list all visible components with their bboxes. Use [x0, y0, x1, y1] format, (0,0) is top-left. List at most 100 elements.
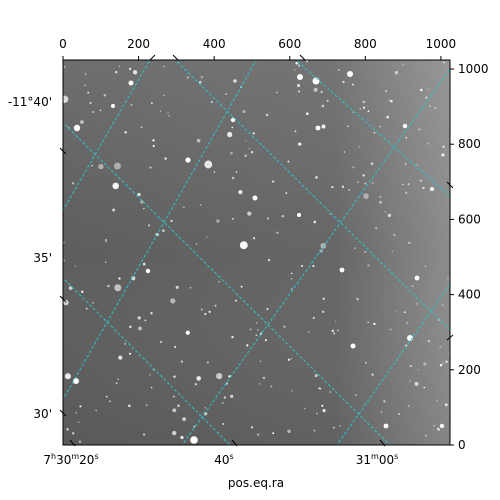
- star: [159, 340, 163, 344]
- star: [216, 372, 223, 380]
- wcs-tick-marks: [59, 54, 454, 447]
- star: [74, 265, 77, 267]
- star: [124, 342, 127, 345]
- bright-star-12: [402, 123, 408, 129]
- star: [300, 264, 304, 268]
- bright-star-0: [73, 124, 81, 132]
- grid-line-7: [294, 60, 450, 197]
- star: [214, 304, 217, 307]
- star: [182, 417, 187, 422]
- star: [337, 69, 340, 71]
- star: [398, 413, 400, 415]
- star: [305, 112, 309, 116]
- star: [319, 249, 323, 253]
- x-axis-label: pos.eq.ra: [228, 476, 284, 490]
- star: [149, 374, 151, 376]
- star: [276, 91, 278, 94]
- star: [418, 128, 421, 131]
- star: [218, 281, 220, 283]
- star: [193, 425, 196, 428]
- star: [95, 409, 97, 412]
- star: [373, 131, 376, 134]
- star: [130, 103, 133, 106]
- star: [356, 298, 359, 301]
- star: [312, 316, 315, 320]
- dec-tick-label-1: 35': [33, 251, 52, 265]
- star: [63, 259, 66, 262]
- star: [424, 265, 427, 268]
- star: [137, 316, 141, 320]
- star: [223, 396, 227, 399]
- star: [235, 171, 238, 173]
- bright-star-18: [339, 267, 345, 273]
- bright-star-20: [439, 423, 445, 429]
- top-tick-label-5: 1000: [426, 37, 457, 51]
- star: [268, 259, 271, 262]
- star: [276, 231, 279, 234]
- star: [63, 95, 69, 103]
- grid-line-6: [63, 277, 231, 445]
- star: [250, 426, 253, 429]
- star: [433, 424, 436, 427]
- top-tick-label-1: 200: [127, 37, 150, 51]
- star: [394, 71, 399, 75]
- star: [194, 383, 197, 386]
- star: [172, 408, 177, 413]
- star: [342, 80, 345, 84]
- star: [427, 142, 430, 145]
- star: [222, 402, 224, 404]
- star: [402, 183, 404, 186]
- star: [250, 150, 254, 154]
- star: [247, 211, 252, 216]
- star: [170, 298, 176, 304]
- star: [149, 166, 152, 169]
- star: [329, 391, 332, 393]
- star: [322, 409, 326, 413]
- star: [167, 111, 169, 114]
- star: [364, 361, 367, 364]
- star: [85, 307, 88, 310]
- star: [112, 182, 119, 190]
- star: [441, 153, 445, 157]
- star: [318, 387, 321, 390]
- star: [307, 331, 310, 333]
- star: [425, 96, 428, 99]
- star: [103, 94, 107, 97]
- star: [230, 394, 234, 398]
- star: [105, 395, 108, 398]
- star: [231, 176, 235, 180]
- star: [109, 400, 111, 402]
- star: [352, 166, 355, 169]
- wcs-tick-4: [231, 439, 238, 447]
- star: [441, 304, 444, 307]
- star: [351, 83, 354, 86]
- star: [371, 373, 374, 376]
- star: [140, 126, 143, 129]
- star: [333, 426, 335, 429]
- star: [272, 432, 275, 435]
- star: [170, 219, 173, 223]
- bright-star-21: [383, 423, 389, 429]
- star: [114, 284, 122, 292]
- star: [231, 335, 234, 339]
- star: [232, 217, 234, 220]
- star: [204, 160, 213, 169]
- star: [367, 110, 370, 113]
- star: [389, 328, 392, 331]
- star: [238, 190, 243, 195]
- star: [411, 285, 414, 288]
- star: [216, 219, 220, 223]
- star: [290, 357, 293, 360]
- star: [206, 361, 209, 364]
- star: [439, 364, 443, 367]
- wcs-tick-1: [59, 295, 67, 303]
- star: [407, 183, 410, 186]
- star: [225, 93, 228, 96]
- star: [244, 154, 247, 158]
- star: [92, 111, 94, 113]
- star: [189, 287, 192, 289]
- bright-star-17: [297, 213, 301, 217]
- star: [129, 67, 132, 71]
- star: [363, 193, 369, 199]
- star: [99, 109, 102, 112]
